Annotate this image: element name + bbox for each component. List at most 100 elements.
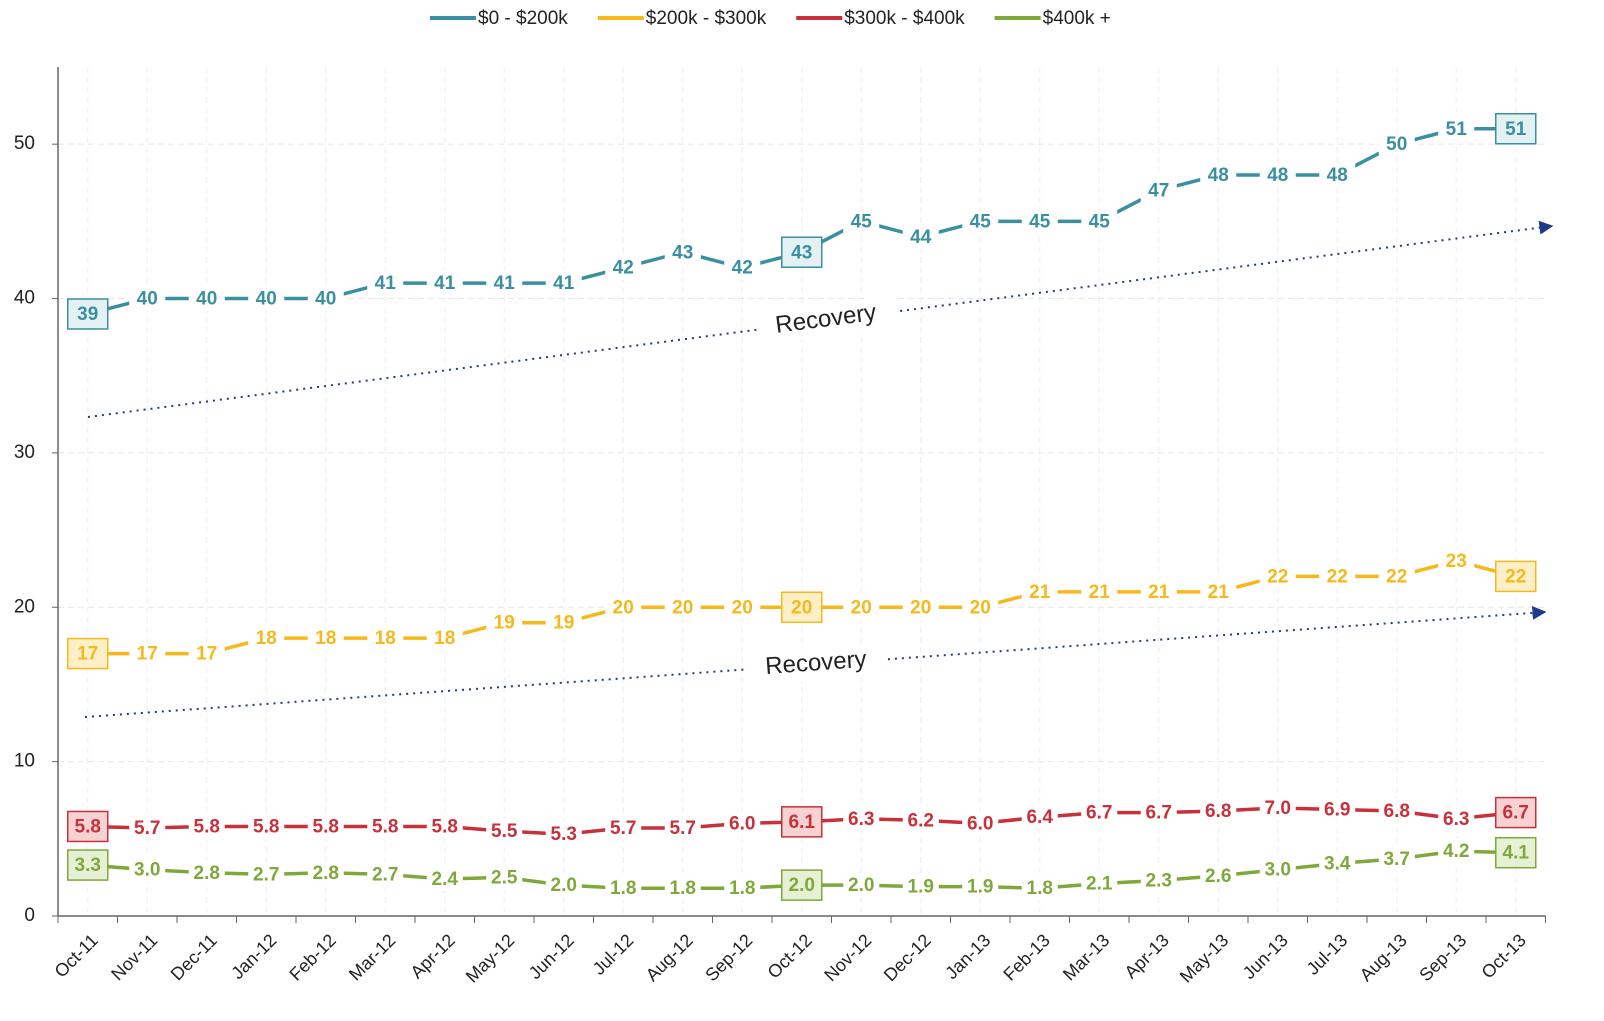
label-bg	[962, 811, 999, 836]
label-box	[67, 849, 109, 881]
label-bg	[1081, 800, 1118, 825]
label-bg	[248, 862, 285, 887]
data-label: 40	[256, 289, 277, 310]
data-label: 17	[77, 644, 98, 665]
label-bg	[188, 860, 225, 885]
label-bg	[605, 595, 642, 620]
data-label: 5.7	[610, 818, 636, 839]
data-label: 22	[1386, 566, 1407, 587]
label-bg	[1140, 800, 1177, 825]
data-label: 2.0	[848, 875, 874, 896]
label-bg	[1319, 797, 1356, 822]
data-label: 18	[315, 628, 336, 649]
label-bg	[1021, 579, 1058, 604]
data-label: 19	[494, 613, 515, 634]
data-label: 1.8	[1027, 878, 1053, 899]
data-label: 5.8	[253, 816, 279, 837]
data-label: 5.7	[670, 818, 696, 839]
x-tick-label: Dec-12	[880, 930, 935, 985]
label-bg	[248, 626, 285, 651]
label-bg	[1140, 868, 1177, 893]
label-bg	[1378, 799, 1415, 824]
data-label: 18	[434, 628, 455, 649]
x-tick-label: Aug-12	[642, 930, 697, 985]
data-label: 5.8	[372, 816, 398, 837]
x-tick-label: Apr-13	[1121, 930, 1173, 982]
label-bg	[129, 857, 166, 882]
label-bg	[1021, 209, 1058, 234]
x-tick-label: Feb-13	[999, 930, 1053, 984]
data-label: 5.8	[432, 816, 458, 837]
label-bg	[902, 224, 939, 249]
x-tick-label: Jul-13	[1303, 930, 1352, 979]
label-bg	[307, 286, 344, 311]
label-bg	[1021, 876, 1058, 901]
label-bg	[1259, 564, 1296, 589]
label-bg	[1438, 116, 1475, 141]
data-label: 1.8	[610, 878, 636, 899]
legend-label: $0 - $200k	[478, 8, 568, 29]
data-label: 45	[1029, 211, 1051, 232]
x-tick-label: Nov-11	[107, 930, 161, 984]
label-bg	[307, 860, 344, 885]
data-label: 6.0	[729, 813, 755, 834]
data-label: 43	[672, 242, 693, 263]
x-tick-label: Apr-12	[407, 930, 459, 982]
data-label: 2.5	[491, 867, 518, 888]
label-bg	[188, 814, 225, 839]
label-bg	[1378, 846, 1415, 871]
x-tick-label: Jan-13	[941, 930, 994, 983]
label-bg	[1140, 178, 1177, 203]
label-bg	[843, 209, 880, 234]
label-bg	[1200, 863, 1237, 888]
data-label: 2.0	[789, 875, 815, 896]
data-label: 18	[256, 628, 277, 649]
label-box	[1495, 836, 1537, 869]
label-bg	[1319, 851, 1356, 876]
data-label: 1.8	[670, 878, 696, 899]
label-bg	[188, 286, 225, 311]
label-bg	[664, 595, 701, 620]
data-label: 6.3	[848, 809, 874, 830]
data-label: 6.2	[908, 810, 934, 831]
data-label: 43	[791, 242, 812, 263]
label-bg	[1200, 163, 1237, 188]
x-tick-label: Mar-12	[345, 930, 399, 984]
data-label: 3.7	[1384, 849, 1410, 870]
data-label: 45	[1089, 211, 1111, 232]
data-label: 6.4	[1027, 807, 1054, 828]
data-label: 5.8	[75, 816, 101, 837]
data-label: 23	[1446, 551, 1467, 572]
label-bg	[486, 865, 523, 890]
data-label: 2.8	[194, 863, 220, 884]
label-box	[781, 591, 823, 624]
data-label: 6.1	[789, 812, 816, 833]
x-tick-label: Oct-13	[1478, 930, 1530, 982]
label-bg	[129, 816, 166, 841]
label-bg	[426, 626, 463, 651]
label-bg	[1259, 795, 1296, 820]
label-bg	[426, 271, 463, 296]
label-bg	[902, 808, 939, 833]
data-label: 42	[613, 258, 634, 279]
label-bg	[486, 610, 523, 635]
data-label: 20	[613, 597, 634, 618]
data-label: 5.5	[491, 821, 518, 842]
label-bg	[1438, 548, 1475, 573]
label-bg	[605, 255, 642, 280]
data-label: 22	[1327, 566, 1348, 587]
data-label: 20	[970, 597, 991, 618]
data-label: 48	[1208, 165, 1229, 186]
label-bg	[1319, 564, 1356, 589]
data-label: 2.7	[372, 864, 398, 885]
label-box	[781, 806, 823, 838]
label-bg	[902, 874, 939, 899]
data-label: 3.0	[1265, 860, 1291, 881]
data-label: 51	[1446, 119, 1468, 140]
data-label: 17	[137, 644, 158, 665]
x-tick-label: Aug-13	[1356, 930, 1411, 985]
label-bg	[188, 641, 225, 666]
label-bg	[545, 610, 582, 635]
data-label: 3.3	[75, 855, 101, 876]
label-bg	[367, 814, 404, 839]
